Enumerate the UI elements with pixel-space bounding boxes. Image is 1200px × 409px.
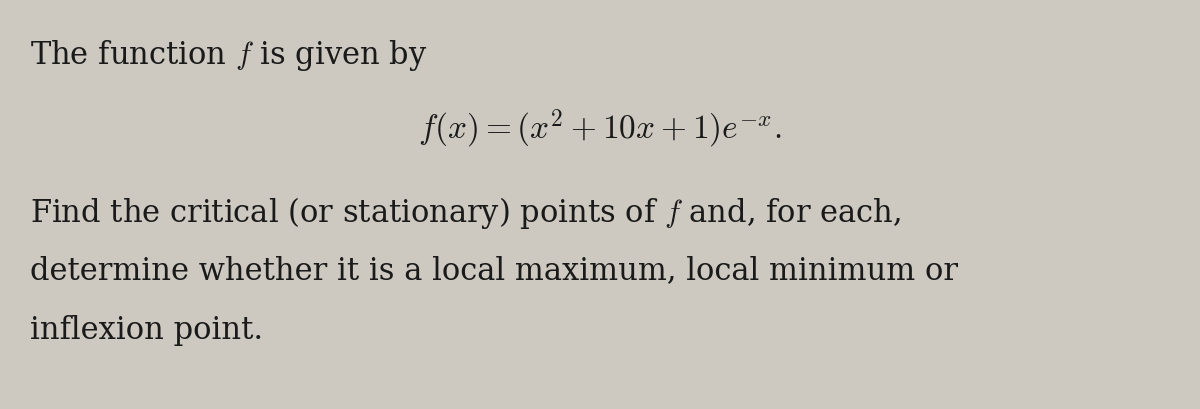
Text: The function $f$ is given by: The function $f$ is given by	[30, 38, 427, 73]
Text: determine whether it is a local maximum, local minimum or: determine whether it is a local maximum,…	[30, 255, 958, 286]
Text: $f(x) = (x^2 + 10x + 1)e^{-x}.$: $f(x) = (x^2 + 10x + 1)e^{-x}.$	[419, 108, 781, 151]
Text: Find the critical (or stationary) points of $f$ and, for each,: Find the critical (or stationary) points…	[30, 195, 901, 231]
Text: inflexion point.: inflexion point.	[30, 315, 263, 346]
